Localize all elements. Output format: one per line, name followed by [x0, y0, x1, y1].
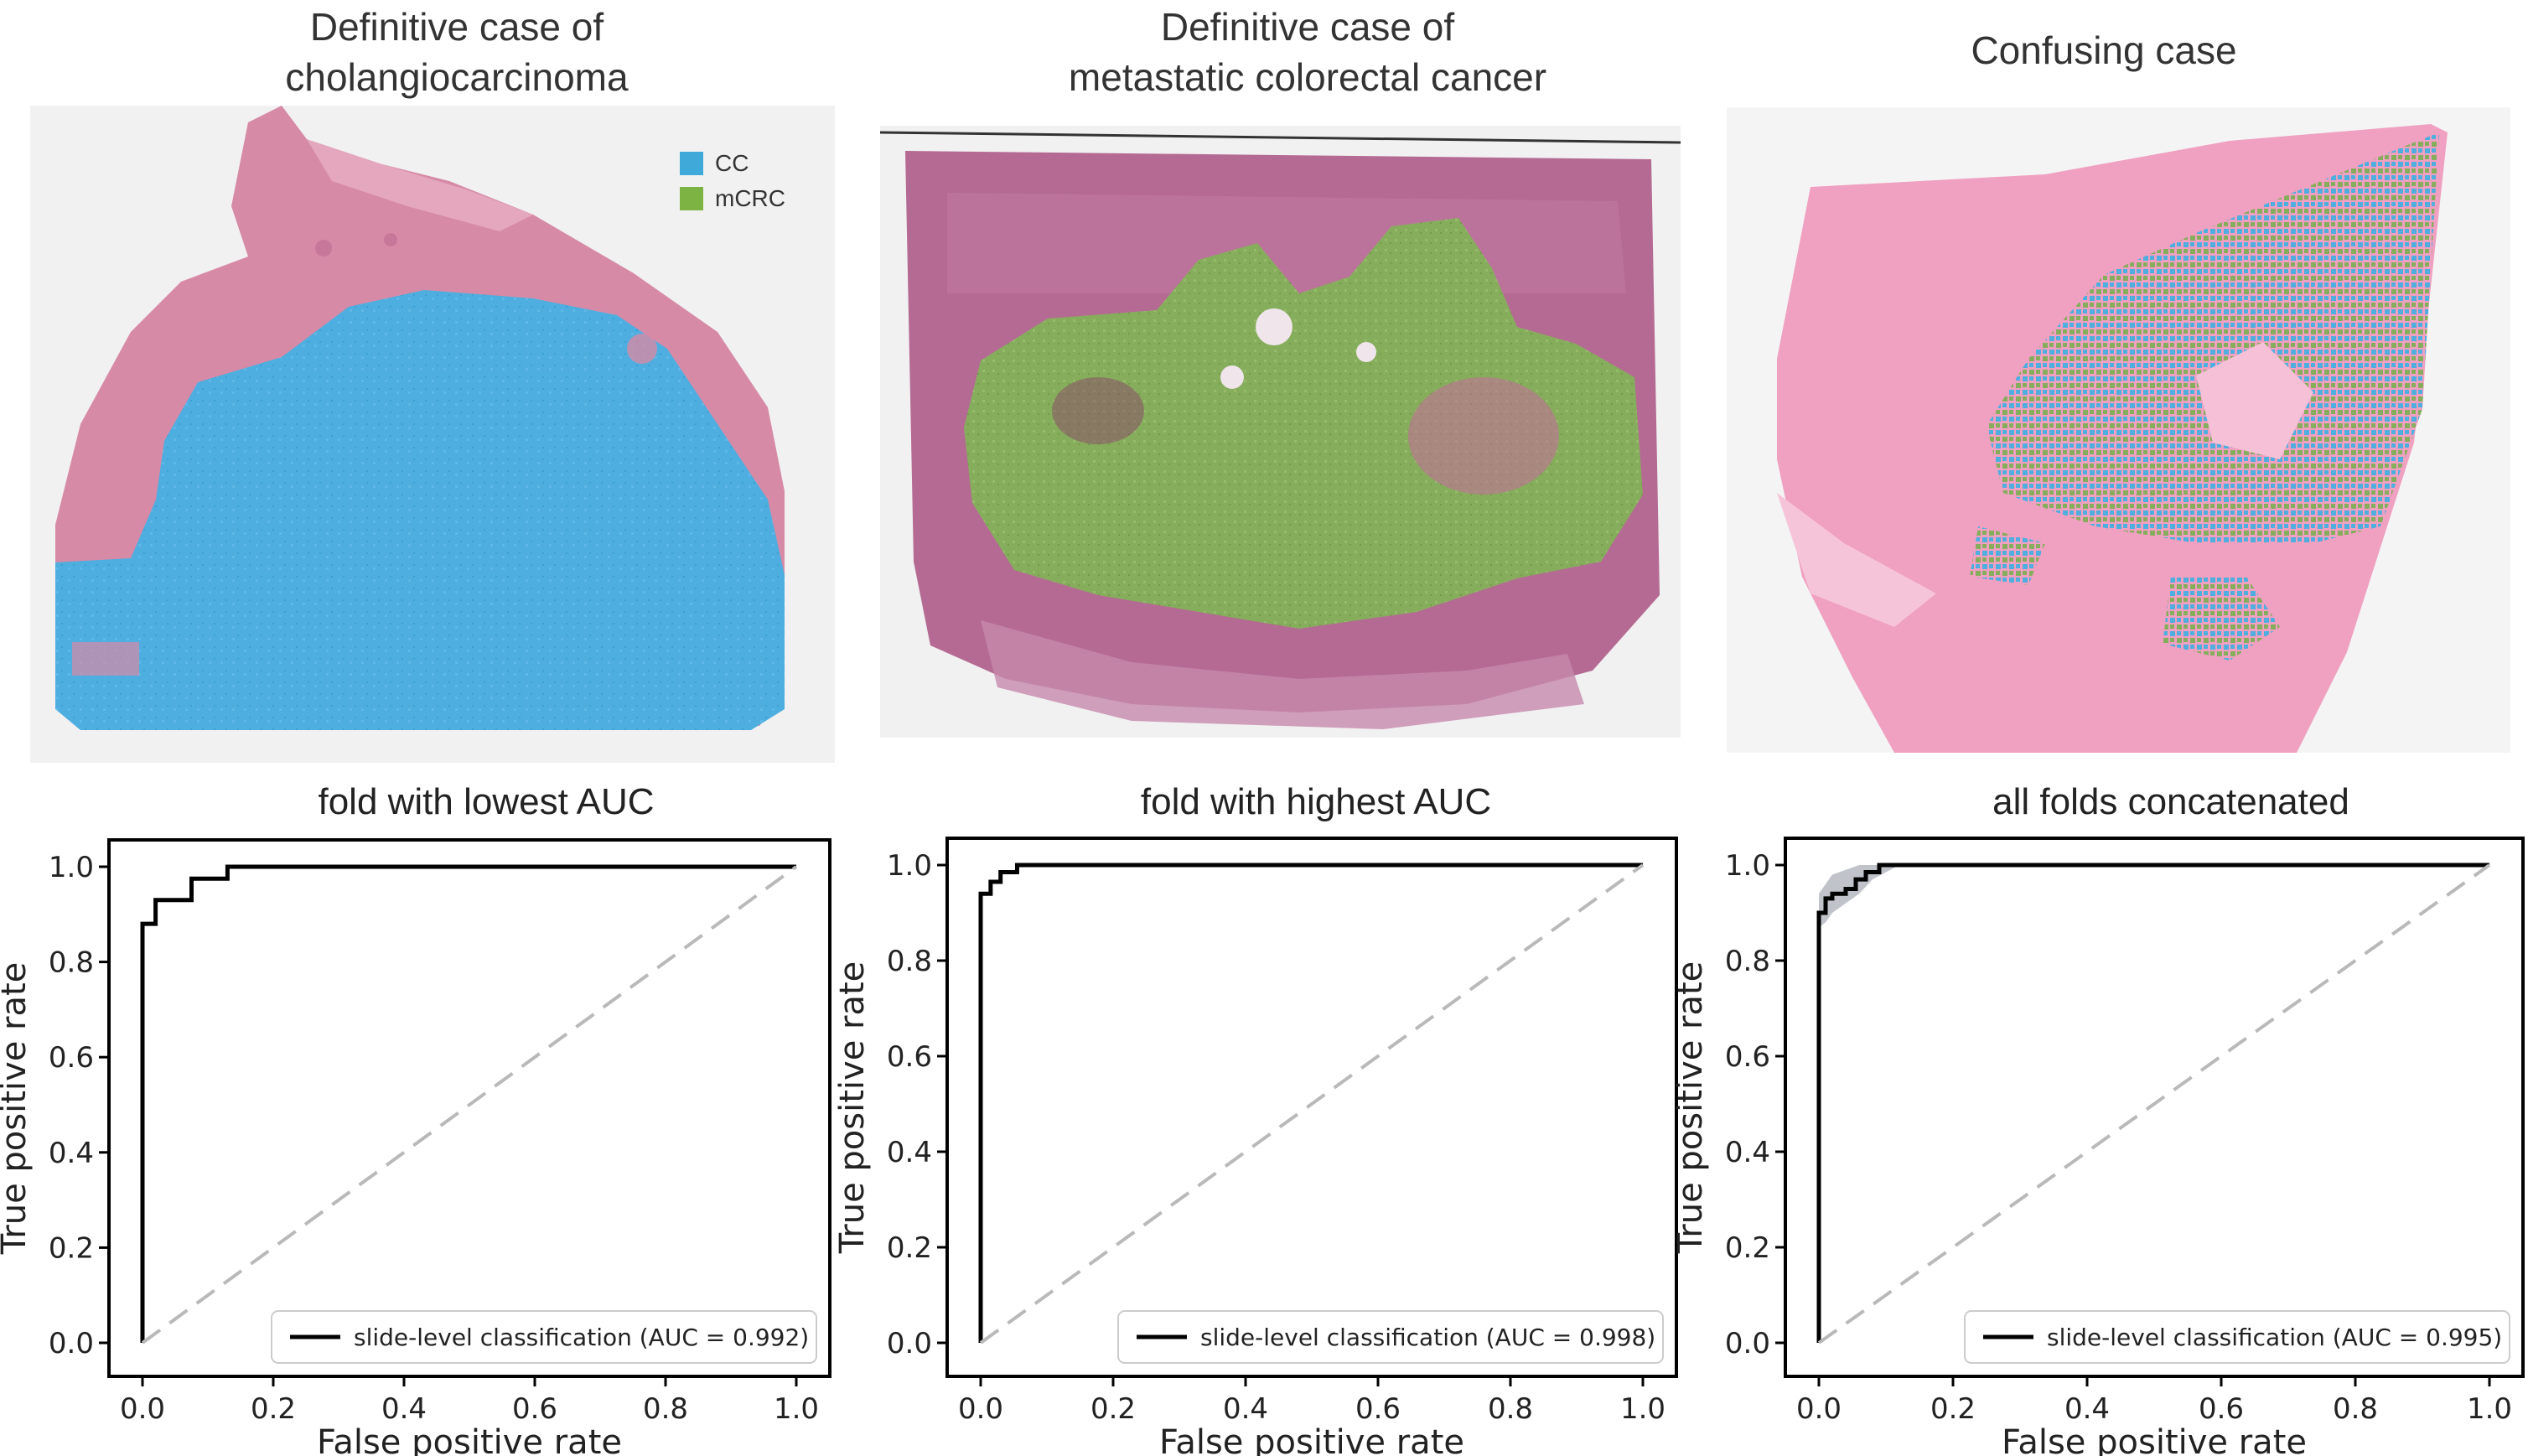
x-tick-label: 1.0: [774, 1392, 819, 1426]
y-tick-label: 0.0: [1725, 1327, 1770, 1360]
mixed-prediction-region: [1987, 132, 2439, 543]
x-axis-label: False positive rate: [2002, 1423, 2307, 1456]
panel-title-mcrc-line2: metastatic colorectal cancer: [1068, 55, 1547, 99]
legend-item-cc: CC: [680, 146, 785, 181]
y-tick-label: 0.0: [49, 1327, 94, 1360]
panel-title-cc-line2: cholangiocarcinoma: [285, 55, 629, 99]
x-tick-label: 0.2: [251, 1392, 296, 1426]
panel-title-mcrc: Definitive case of metastatic colorectal…: [1014, 2, 1601, 102]
legend-label: slide-level classification (AUC = 0.995): [2047, 1324, 2502, 1351]
x-tick-label: 0.4: [2064, 1392, 2110, 1426]
y-tick-label: 0.2: [1725, 1231, 1770, 1265]
x-tick-label: 0.0: [1796, 1392, 1842, 1426]
roc-chart-all-folds: 0.0 0.2 0.4 0.6 0.8 1.0 0.0 0.2 0.4 0.6 0.8 1.0 Fals…: [1671, 837, 2525, 1456]
plot-frame: [1784, 837, 2525, 1378]
chart-title-all: all folds concatenated: [1992, 781, 2349, 822]
y-tick-label: 1.0: [887, 849, 932, 883]
mcrc-prediction-region: [964, 218, 1643, 629]
plot-frame: [107, 838, 831, 1378]
y-tick-label: 0.4: [1725, 1136, 1770, 1169]
y-tick-label: 0.0: [887, 1327, 932, 1360]
chance-diagonal-line: [1817, 863, 2491, 1345]
class-legend: CC mCRC: [680, 146, 785, 216]
y-axis-label: True positive rate: [1671, 961, 1710, 1255]
y-axis-label: True positive rate: [0, 962, 34, 1256]
y-tick-label: 0.6: [887, 1040, 932, 1074]
y-tick-label: 0.2: [49, 1231, 94, 1265]
x-axis-label: False positive rate: [1159, 1423, 1464, 1456]
x-tick-label: 0.8: [2333, 1392, 2378, 1426]
roc-chart-lowest-auc: 0.0 0.2 0.4 0.6 0.8 1.0 0.0 0.2 0.4 0.6 0.8 1.0 Fals…: [0, 838, 831, 1456]
panel-title-mcrc-line1: Definitive case of: [1160, 5, 1455, 49]
x-tick-label: 0.4: [1223, 1392, 1268, 1426]
plot-frame: [945, 837, 1678, 1378]
legend-label-mcrc: mCRC: [715, 185, 785, 211]
chart-title-highest: fold with highest AUC: [1140, 781, 1492, 822]
y-tick-label: 0.4: [49, 1137, 94, 1170]
panel-title-confusing: Confusing case: [1852, 25, 2355, 75]
legend-box: [1964, 1310, 2510, 1364]
y-tick-label: 0.8: [1725, 945, 1770, 978]
legend-swatch-cc: [680, 152, 703, 175]
roc-curve-line: [978, 863, 1643, 1343]
x-tick-label: 1.0: [1620, 1392, 1665, 1426]
legend-box: [1117, 1310, 1664, 1364]
x-tick-label: 0.4: [381, 1392, 427, 1426]
slide-image-confusing: [1727, 107, 2510, 753]
y-tick-label: 0.8: [887, 945, 932, 978]
roc-curve-line: [1816, 863, 2489, 1343]
y-tick-label: 0.4: [887, 1136, 932, 1169]
panel-title-cc-line1: Definitive case of: [309, 5, 604, 49]
y-tick-label: 0.2: [887, 1231, 932, 1265]
y-tick-label: 1.0: [1725, 849, 1770, 883]
x-axis-label: False positive rate: [317, 1423, 622, 1456]
y-tick-label: 0.6: [1725, 1040, 1770, 1074]
chance-diagonal-line: [141, 865, 798, 1345]
y-tick-label: 0.8: [49, 946, 94, 980]
x-tick-label: 0.8: [643, 1392, 688, 1426]
legend-box: [271, 1310, 817, 1364]
x-tick-label: 1.0: [2467, 1392, 2512, 1426]
x-tick-label: 0.0: [958, 1392, 1003, 1426]
x-tick-label: 0.8: [1488, 1392, 1533, 1426]
legend-item-mcrc: mCRC: [680, 181, 785, 216]
slide-image-cc: CC mCRC: [30, 106, 835, 763]
chance-diagonal-line: [979, 863, 1645, 1345]
legend-label: slide-level classification (AUC = 0.998): [1200, 1324, 1655, 1351]
slide-image-mcrc: [880, 126, 1681, 738]
legend-label: slide-level classification (AUC = 0.992): [354, 1324, 809, 1351]
y-axis-label: True positive rate: [833, 961, 872, 1255]
chart-title-lowest: fold with lowest AUC: [318, 781, 655, 822]
legend-swatch-mcrc: [680, 187, 703, 210]
x-tick-label: 0.6: [2199, 1392, 2244, 1426]
y-tick-label: 1.0: [49, 851, 94, 884]
roc-chart-highest-auc: 0.0 0.2 0.4 0.6 0.8 1.0 0.0 0.2 0.4 0.6 0.8 1.0 Fals…: [833, 837, 1678, 1456]
x-tick-label: 0.6: [1355, 1392, 1401, 1426]
legend-label-cc: CC: [715, 150, 749, 176]
x-tick-label: 0.2: [1930, 1392, 1976, 1426]
roc-curve-line: [140, 864, 796, 1343]
cc-prediction-region: [55, 290, 785, 730]
panel-title-cc: Definitive case of cholangiocarcinoma: [243, 2, 671, 102]
x-tick-label: 0.6: [512, 1392, 557, 1426]
x-tick-label: 0.0: [120, 1392, 165, 1426]
y-tick-label: 0.6: [49, 1041, 94, 1075]
panel-title-confusing-line1: Confusing case: [1971, 28, 2237, 72]
x-tick-label: 0.2: [1090, 1392, 1136, 1426]
confidence-band: [1819, 865, 1899, 928]
